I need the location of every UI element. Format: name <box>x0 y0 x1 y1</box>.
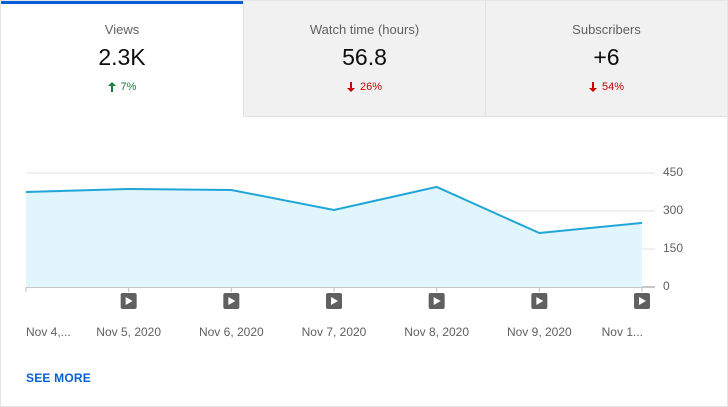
change-text: 54% <box>601 81 625 93</box>
x-tick-label: Nov 5, 2020 <box>96 325 161 339</box>
tab-change: 54% <box>486 81 727 93</box>
down-arrow <box>588 82 597 92</box>
y-tick-label: 450 <box>663 165 683 179</box>
x-tick-label: Nov 6, 2020 <box>199 325 264 339</box>
tab-value: 56.8 <box>342 44 387 70</box>
tab-label: Subscribers <box>572 22 641 37</box>
tab-label: Watch time (hours) <box>309 22 420 37</box>
x-tick-label: Nov 8, 2020 <box>404 325 469 339</box>
y-tick-label: 150 <box>663 241 683 255</box>
metric-tabs: Views 2.3K 7% Watch time (hours) 56.8 26… <box>1 1 727 117</box>
up-arrow <box>107 82 116 92</box>
tab-label: Views <box>104 22 140 37</box>
x-tick-label: Nov 1... <box>602 325 643 339</box>
change-text: 7% <box>120 81 137 93</box>
play-icon <box>331 297 338 305</box>
metric-tab[interactable]: Watch time (hours) 56.8 26% <box>243 1 485 117</box>
change-text: 26% <box>359 81 383 93</box>
play-icon <box>639 297 646 305</box>
y-tick-label: 300 <box>663 203 683 217</box>
down-arrow <box>346 82 355 92</box>
x-tick-label: Nov 4,... <box>26 325 71 339</box>
x-tick-label: Nov 9, 2020 <box>507 325 572 339</box>
play-icon <box>536 297 544 305</box>
play-icon <box>433 297 441 305</box>
line <box>25 185 643 235</box>
metric-tab[interactable]: Views 2.3K 7% <box>1 1 243 117</box>
play-icon <box>125 297 133 305</box>
chart: 0 150 300 450 Nov 4,... Nov 5, 2020 Nov 6, 202… <box>25 165 683 339</box>
y-tick-label: 0 <box>663 279 670 293</box>
tab-change: 26% <box>244 81 485 93</box>
see-more-link[interactable]: SEE MORE <box>26 371 91 385</box>
x-tick-label: Nov 7, 2020 <box>302 325 367 339</box>
tab-value: +6 <box>593 44 620 70</box>
metric-tab[interactable]: Subscribers +6 54% <box>485 1 727 117</box>
tab-value: 2.3K <box>98 44 146 70</box>
play-icon <box>228 297 236 305</box>
area-fill <box>26 186 642 287</box>
tab-change: 7% <box>1 81 243 93</box>
